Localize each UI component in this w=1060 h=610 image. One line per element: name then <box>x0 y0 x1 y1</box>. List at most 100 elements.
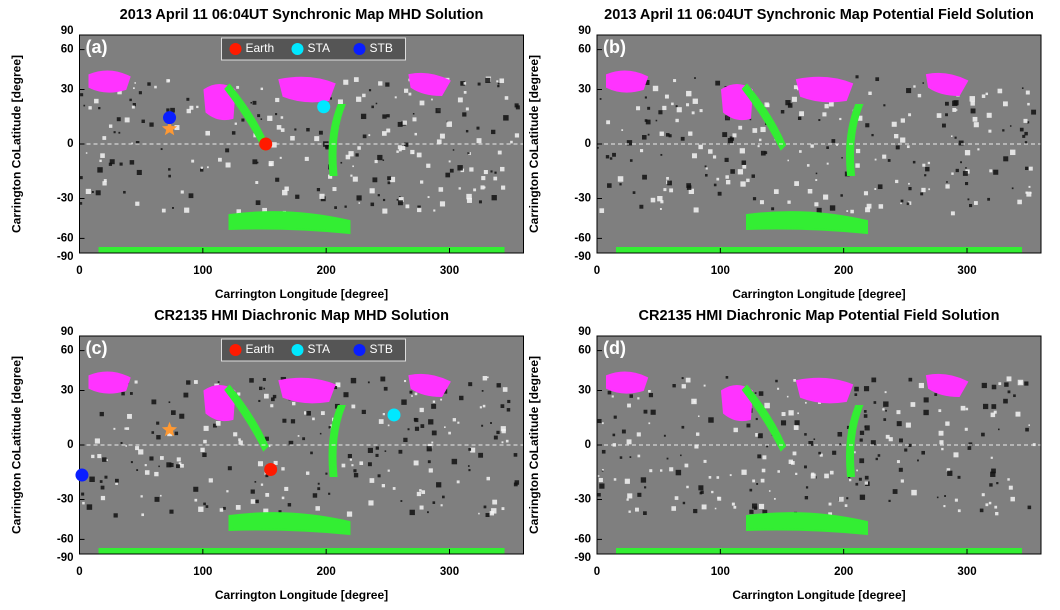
magnetogram-speck <box>161 148 163 150</box>
magnetogram-speck <box>777 470 780 473</box>
magnetogram-speck <box>951 172 953 174</box>
magnetogram-speck <box>401 146 405 150</box>
magnetogram-speck <box>442 496 445 499</box>
magnetogram-speck <box>290 136 295 141</box>
magnetogram-speck <box>626 498 628 500</box>
magnetogram-speck <box>172 207 174 209</box>
magnetogram-speck <box>362 410 366 414</box>
magnetogram-speck <box>911 402 916 407</box>
magnetogram-speck <box>387 114 390 117</box>
magnetogram-speck <box>490 422 492 424</box>
magnetogram-speck <box>431 442 433 444</box>
magnetogram-speck <box>181 190 184 193</box>
y-tick-label: 30 <box>578 84 591 96</box>
y-tick-label: 0 <box>585 439 591 451</box>
magnetogram-speck <box>651 410 656 415</box>
magnetogram-speck <box>382 131 387 136</box>
magnetogram-speck <box>317 487 320 490</box>
magnetogram-speck <box>412 117 416 121</box>
magnetogram-speck <box>815 179 817 181</box>
y-axis-label: Carrington CoLatitude [degree] <box>527 356 541 534</box>
magnetogram-speck <box>1002 129 1004 131</box>
magnetogram-speck <box>414 418 418 422</box>
x-tick-label: 0 <box>76 566 82 578</box>
x-tick-label: 100 <box>193 265 212 277</box>
magnetogram-speck <box>804 465 807 468</box>
magnetogram-speck <box>503 115 508 120</box>
magnetogram-speck <box>156 435 160 439</box>
magnetogram-speck <box>334 206 337 209</box>
magnetogram-speck <box>945 184 949 188</box>
magnetogram-speck <box>147 82 150 85</box>
magnetogram-speck <box>417 153 422 158</box>
magnetogram-speck <box>907 202 910 205</box>
magnetogram-speck <box>612 153 616 157</box>
magnetogram-speck <box>612 395 614 397</box>
magnetogram-speck <box>383 413 385 415</box>
magnetogram-speck <box>386 129 390 133</box>
magnetogram-speck <box>437 139 442 144</box>
magnetogram-speck <box>826 146 829 149</box>
magnetogram-speck <box>715 508 717 510</box>
magnetogram-speck <box>433 209 435 211</box>
magnetogram-speck <box>855 75 858 78</box>
magnetogram-speck <box>994 506 997 509</box>
magnetogram-speck <box>99 160 101 162</box>
magnetogram-speck <box>663 188 666 191</box>
magnetogram-speck <box>346 155 351 160</box>
data-point <box>317 100 330 113</box>
magnetogram-speck <box>80 176 83 179</box>
magnetogram-speck <box>385 450 387 452</box>
magnetogram-speck <box>943 505 945 507</box>
magnetogram-speck <box>81 493 84 496</box>
magnetogram-speck <box>793 379 796 382</box>
magnetogram-speck <box>839 443 841 445</box>
magnetogram-speck <box>613 434 616 437</box>
magnetogram-speck <box>708 149 712 153</box>
magnetogram-speck <box>427 446 432 451</box>
magnetogram-speck <box>638 455 641 458</box>
magnetogram-speck <box>705 165 707 167</box>
magnetogram-speck <box>250 102 252 104</box>
magnetogram-speck <box>273 395 276 398</box>
magnetogram-speck <box>481 185 485 189</box>
field-region <box>617 248 1021 252</box>
magnetogram-speck <box>706 167 708 169</box>
magnetogram-speck <box>420 180 423 183</box>
magnetogram-speck <box>816 173 818 175</box>
magnetogram-speck <box>400 500 402 502</box>
magnetogram-speck <box>781 420 786 425</box>
magnetogram-speck <box>351 405 355 409</box>
magnetogram-speck <box>705 174 708 177</box>
magnetogram-speck <box>494 436 498 440</box>
magnetogram-speck <box>860 495 865 500</box>
magnetogram-speck <box>882 155 886 159</box>
magnetogram-speck <box>369 89 371 91</box>
magnetogram-speck <box>871 378 876 383</box>
magnetogram-speck <box>171 410 176 415</box>
x-tick-label: 300 <box>957 265 976 277</box>
magnetogram-speck <box>502 507 505 510</box>
field-region <box>797 78 852 102</box>
magnetogram-speck <box>738 169 743 174</box>
magnetogram-speck <box>827 163 829 165</box>
magnetogram-speck <box>682 377 684 379</box>
magnetogram-speck <box>168 79 170 81</box>
magnetogram-speck <box>985 503 988 506</box>
magnetogram-speck <box>239 440 243 444</box>
x-tick-label: 200 <box>834 566 853 578</box>
magnetogram-speck <box>977 148 979 150</box>
magnetogram-speck <box>892 122 897 127</box>
magnetogram-speck <box>319 194 324 199</box>
magnetogram-speck <box>498 83 500 85</box>
magnetogram-speck <box>951 135 953 137</box>
magnetogram-speck <box>295 195 299 199</box>
magnetogram-speck <box>825 104 829 108</box>
magnetogram-speck <box>1027 103 1030 106</box>
magnetogram-speck <box>637 493 641 497</box>
legend-swatch <box>354 43 366 55</box>
magnetogram-speck <box>620 456 623 459</box>
magnetogram-speck <box>414 460 419 465</box>
magnetogram-speck <box>263 378 266 381</box>
magnetogram-speck <box>901 118 905 122</box>
